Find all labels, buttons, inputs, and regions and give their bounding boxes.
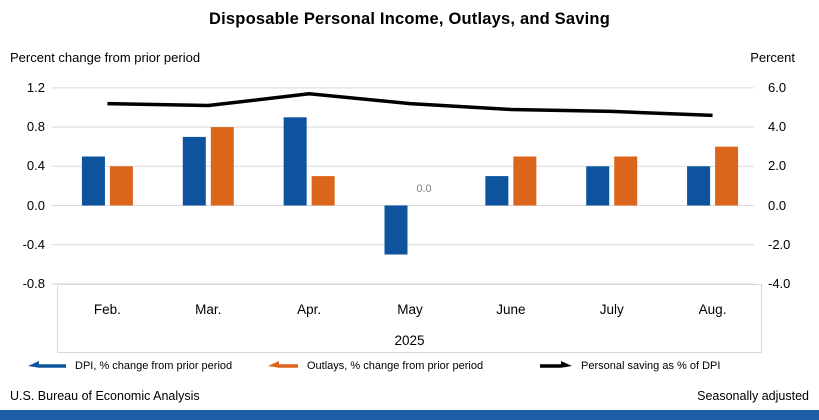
outlays-arrow-icon <box>268 361 298 368</box>
zero-value-data-label: 0.0 <box>416 183 432 195</box>
legend-label-outlays: Outlays, % change from prior period <box>307 360 484 372</box>
y-axis-tick-left: 1.2 <box>26 79 45 95</box>
outlays-bar <box>210 127 234 206</box>
y-axis-tick-right: 0.0 <box>768 197 787 213</box>
x-axis-label: May <box>397 302 423 317</box>
saving-arrow-icon <box>540 361 572 368</box>
saving-line <box>107 92 713 118</box>
y-axis-tick-right: 4.0 <box>768 119 787 135</box>
y-axis-tick-right: -4.0 <box>768 275 791 291</box>
x-axis-label: June <box>496 302 526 317</box>
x-axis-label: July <box>599 302 624 317</box>
y-axis-tick-left: 0.8 <box>26 119 45 135</box>
outlays-bar <box>109 166 133 206</box>
x-axis-year-label: 2025 <box>394 333 425 348</box>
y-axis-tick-left: 0.4 <box>26 158 45 174</box>
dpi-bar <box>384 205 408 255</box>
x-axis-label: Feb. <box>93 302 121 317</box>
y-axis-tick-right: -2.0 <box>768 236 791 252</box>
left-axis-caption: Percent change from prior period <box>10 50 201 65</box>
legend-item-outlays: Outlays, % change from prior period <box>268 357 483 375</box>
seasonally-adjusted-note: Seasonally adjusted <box>697 389 809 403</box>
legend-item-dpi: DPI, % change from prior period <box>28 357 232 375</box>
y-axis-tick-right: 2.0 <box>768 158 787 174</box>
legend-item-saving: Personal saving as % of DPI <box>540 357 720 375</box>
outlays-bar <box>513 156 537 206</box>
dpi-bar <box>485 176 509 206</box>
dpi-bar <box>687 166 711 206</box>
y-axis-tick-left: 0.0 <box>26 197 45 213</box>
legend-label-dpi: DPI, % change from prior period <box>75 360 233 372</box>
x-axis-box <box>57 284 762 353</box>
dpi-bar <box>182 136 206 206</box>
y-axis-tick-right: 6.0 <box>768 79 787 95</box>
legend-label-saving: Personal saving as % of DPI <box>581 360 721 372</box>
x-axis-label: Apr. <box>297 302 322 317</box>
dpi-bar <box>283 117 307 206</box>
outlays-bar <box>715 146 739 206</box>
chart-title: Disposable Personal Income, Outlays, and… <box>209 10 610 28</box>
x-axis-label: Aug. <box>698 302 727 317</box>
outlays-bar <box>614 156 638 206</box>
dpi-arrow-icon <box>28 361 66 368</box>
y-axis-tick-left: -0.8 <box>22 275 45 291</box>
dpi-bar <box>81 156 105 206</box>
right-axis-caption: Percent <box>750 50 795 65</box>
dpi-bar <box>586 166 610 206</box>
y-axis-tick-left: -0.4 <box>22 236 45 252</box>
footer-stripe <box>0 410 819 420</box>
x-axis-label: Mar. <box>195 302 222 317</box>
outlays-bar <box>311 176 335 206</box>
source-note: U.S. Bureau of Economic Analysis <box>10 389 200 403</box>
